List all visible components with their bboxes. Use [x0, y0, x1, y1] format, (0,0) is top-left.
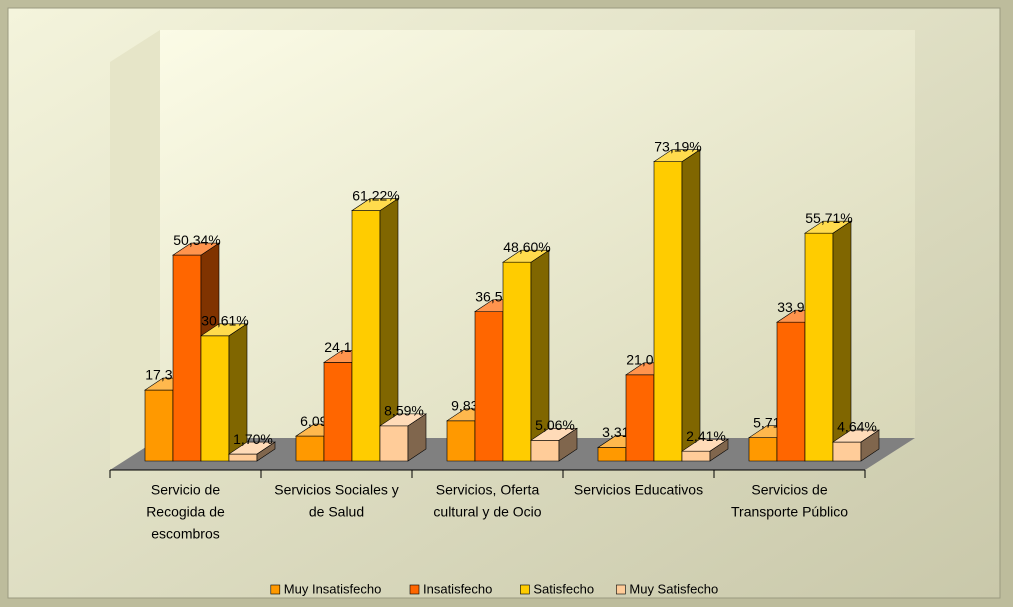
- bar-front: [474, 311, 504, 462]
- bar-front: [530, 440, 560, 462]
- bar-top: [502, 249, 550, 263]
- bar: [200, 323, 248, 462]
- bar-front: [200, 335, 230, 462]
- data-label: 1,70%: [233, 431, 273, 447]
- bar-top: [351, 198, 399, 211]
- data-label: 4,64%: [837, 419, 877, 435]
- bar: [502, 249, 550, 462]
- bar-top: [200, 323, 248, 337]
- x-tick-label: Servicios Sociales y: [274, 482, 399, 498]
- data-label: 2,41%: [686, 428, 726, 444]
- bar-top: [681, 438, 729, 452]
- bar-front: [681, 450, 711, 462]
- x-tick-label: Servicios de: [751, 482, 827, 498]
- x-tick-label: de Salud: [309, 504, 364, 520]
- bar-front: [653, 161, 683, 462]
- legend-swatch: [616, 584, 626, 595]
- legend-label: Satisfecho: [533, 581, 594, 596]
- bar-top: [804, 220, 852, 234]
- bar-front: [776, 321, 806, 462]
- legend-label: Muy Insatisfecho: [284, 581, 382, 596]
- bar-side: [681, 149, 701, 462]
- bar-front: [379, 425, 409, 462]
- bar: [379, 413, 427, 462]
- bar-front: [351, 210, 381, 462]
- bar-front: [144, 389, 174, 462]
- legend-label: Insatisfecho: [423, 581, 492, 596]
- x-tick-label: Transporte Público: [731, 504, 848, 520]
- bar-front: [323, 362, 353, 462]
- bar: [832, 429, 880, 462]
- bar-top: [653, 149, 701, 162]
- bar: [530, 427, 578, 462]
- data-label: 5,06%: [535, 417, 575, 433]
- bar-top: [172, 242, 220, 256]
- data-label: 73,19%: [654, 138, 701, 154]
- data-label: 8,59%: [384, 403, 424, 419]
- legend-swatch: [270, 584, 281, 595]
- legend-swatch: [409, 584, 420, 595]
- legend-swatch: [520, 584, 530, 595]
- x-tick-label: Servicios, Oferta: [436, 482, 540, 498]
- data-label: 30,61%: [201, 313, 248, 329]
- bar-top: [228, 441, 276, 455]
- x-tick-label: cultural y de Ocio: [433, 504, 541, 520]
- bar-front: [172, 254, 202, 462]
- legend-label: Muy Satisfecho: [629, 581, 718, 596]
- bar-front: [446, 420, 476, 462]
- bar-front: [804, 232, 834, 462]
- bar-top: [832, 429, 880, 443]
- data-label: 50,34%: [173, 232, 220, 248]
- data-label: 61,22%: [352, 187, 399, 203]
- bar-front: [625, 374, 655, 462]
- data-label: 55,71%: [805, 210, 852, 226]
- bar: [228, 441, 276, 462]
- x-tick-label: Servicio de: [151, 482, 220, 498]
- bar-front: [228, 453, 258, 462]
- bar: [681, 438, 729, 462]
- x-tick-label: Servicios Educativos: [574, 482, 703, 498]
- data-label: 48,60%: [503, 239, 550, 255]
- bar-front: [597, 447, 627, 462]
- bar-front: [295, 435, 325, 462]
- bar-front: [502, 261, 532, 462]
- x-tick-label: escombros: [151, 526, 219, 542]
- x-tick-label: Recogida de: [146, 504, 225, 520]
- bar-front: [832, 441, 862, 462]
- side-wall: [110, 30, 160, 470]
- bar-front: [748, 437, 778, 462]
- bar: [653, 149, 701, 462]
- bar-top: [379, 413, 427, 427]
- bar: [351, 198, 399, 462]
- bar-top: [530, 428, 578, 441]
- bar: [804, 220, 852, 462]
